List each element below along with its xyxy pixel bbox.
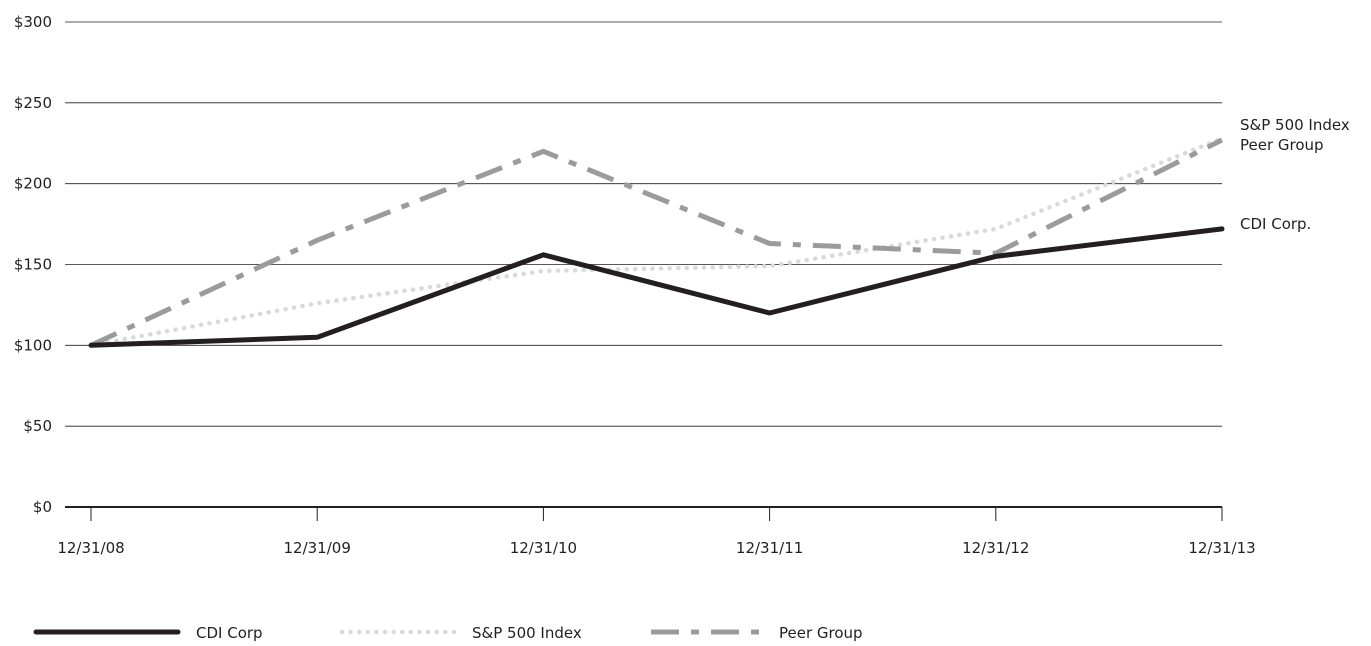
legend-label: S&P 500 Index [472,624,582,642]
y-tick-label: $150 [14,256,52,274]
end-label: Peer Group [1240,136,1324,154]
x-tick-label: 12/31/09 [284,539,351,557]
legend-label: CDI Corp [196,624,263,642]
x-tick-label: 12/31/10 [510,539,577,557]
x-tick-label: 12/31/13 [1188,539,1255,557]
x-tick-label: 12/31/12 [962,539,1029,557]
x-tick-label: 12/31/11 [736,539,803,557]
y-tick-label: $300 [14,13,52,31]
y-tick-label: $0 [33,498,52,516]
y-tick-label: $200 [14,175,52,193]
end-label: S&P 500 Index [1240,116,1350,134]
end-label: CDI Corp. [1240,215,1311,233]
series-layer [91,138,1222,345]
legend-layer: CDI Corp S&P 500 Index Peer Group [36,624,863,642]
series-line-s-p-500-index [91,138,1222,345]
x-tick-label: 12/31/08 [57,539,124,557]
series-line-cdi-corp [91,229,1222,345]
legend-label: Peer Group [779,624,863,642]
y-tick-label: $250 [14,94,52,112]
axis-layer [65,507,1222,521]
y-tick-label: $100 [14,336,52,354]
y-tick-label: $50 [23,417,52,435]
label-layer: $0 $50 $100 $150 $200 $250 $300 12/31/08 12/31/0… [14,13,1350,557]
